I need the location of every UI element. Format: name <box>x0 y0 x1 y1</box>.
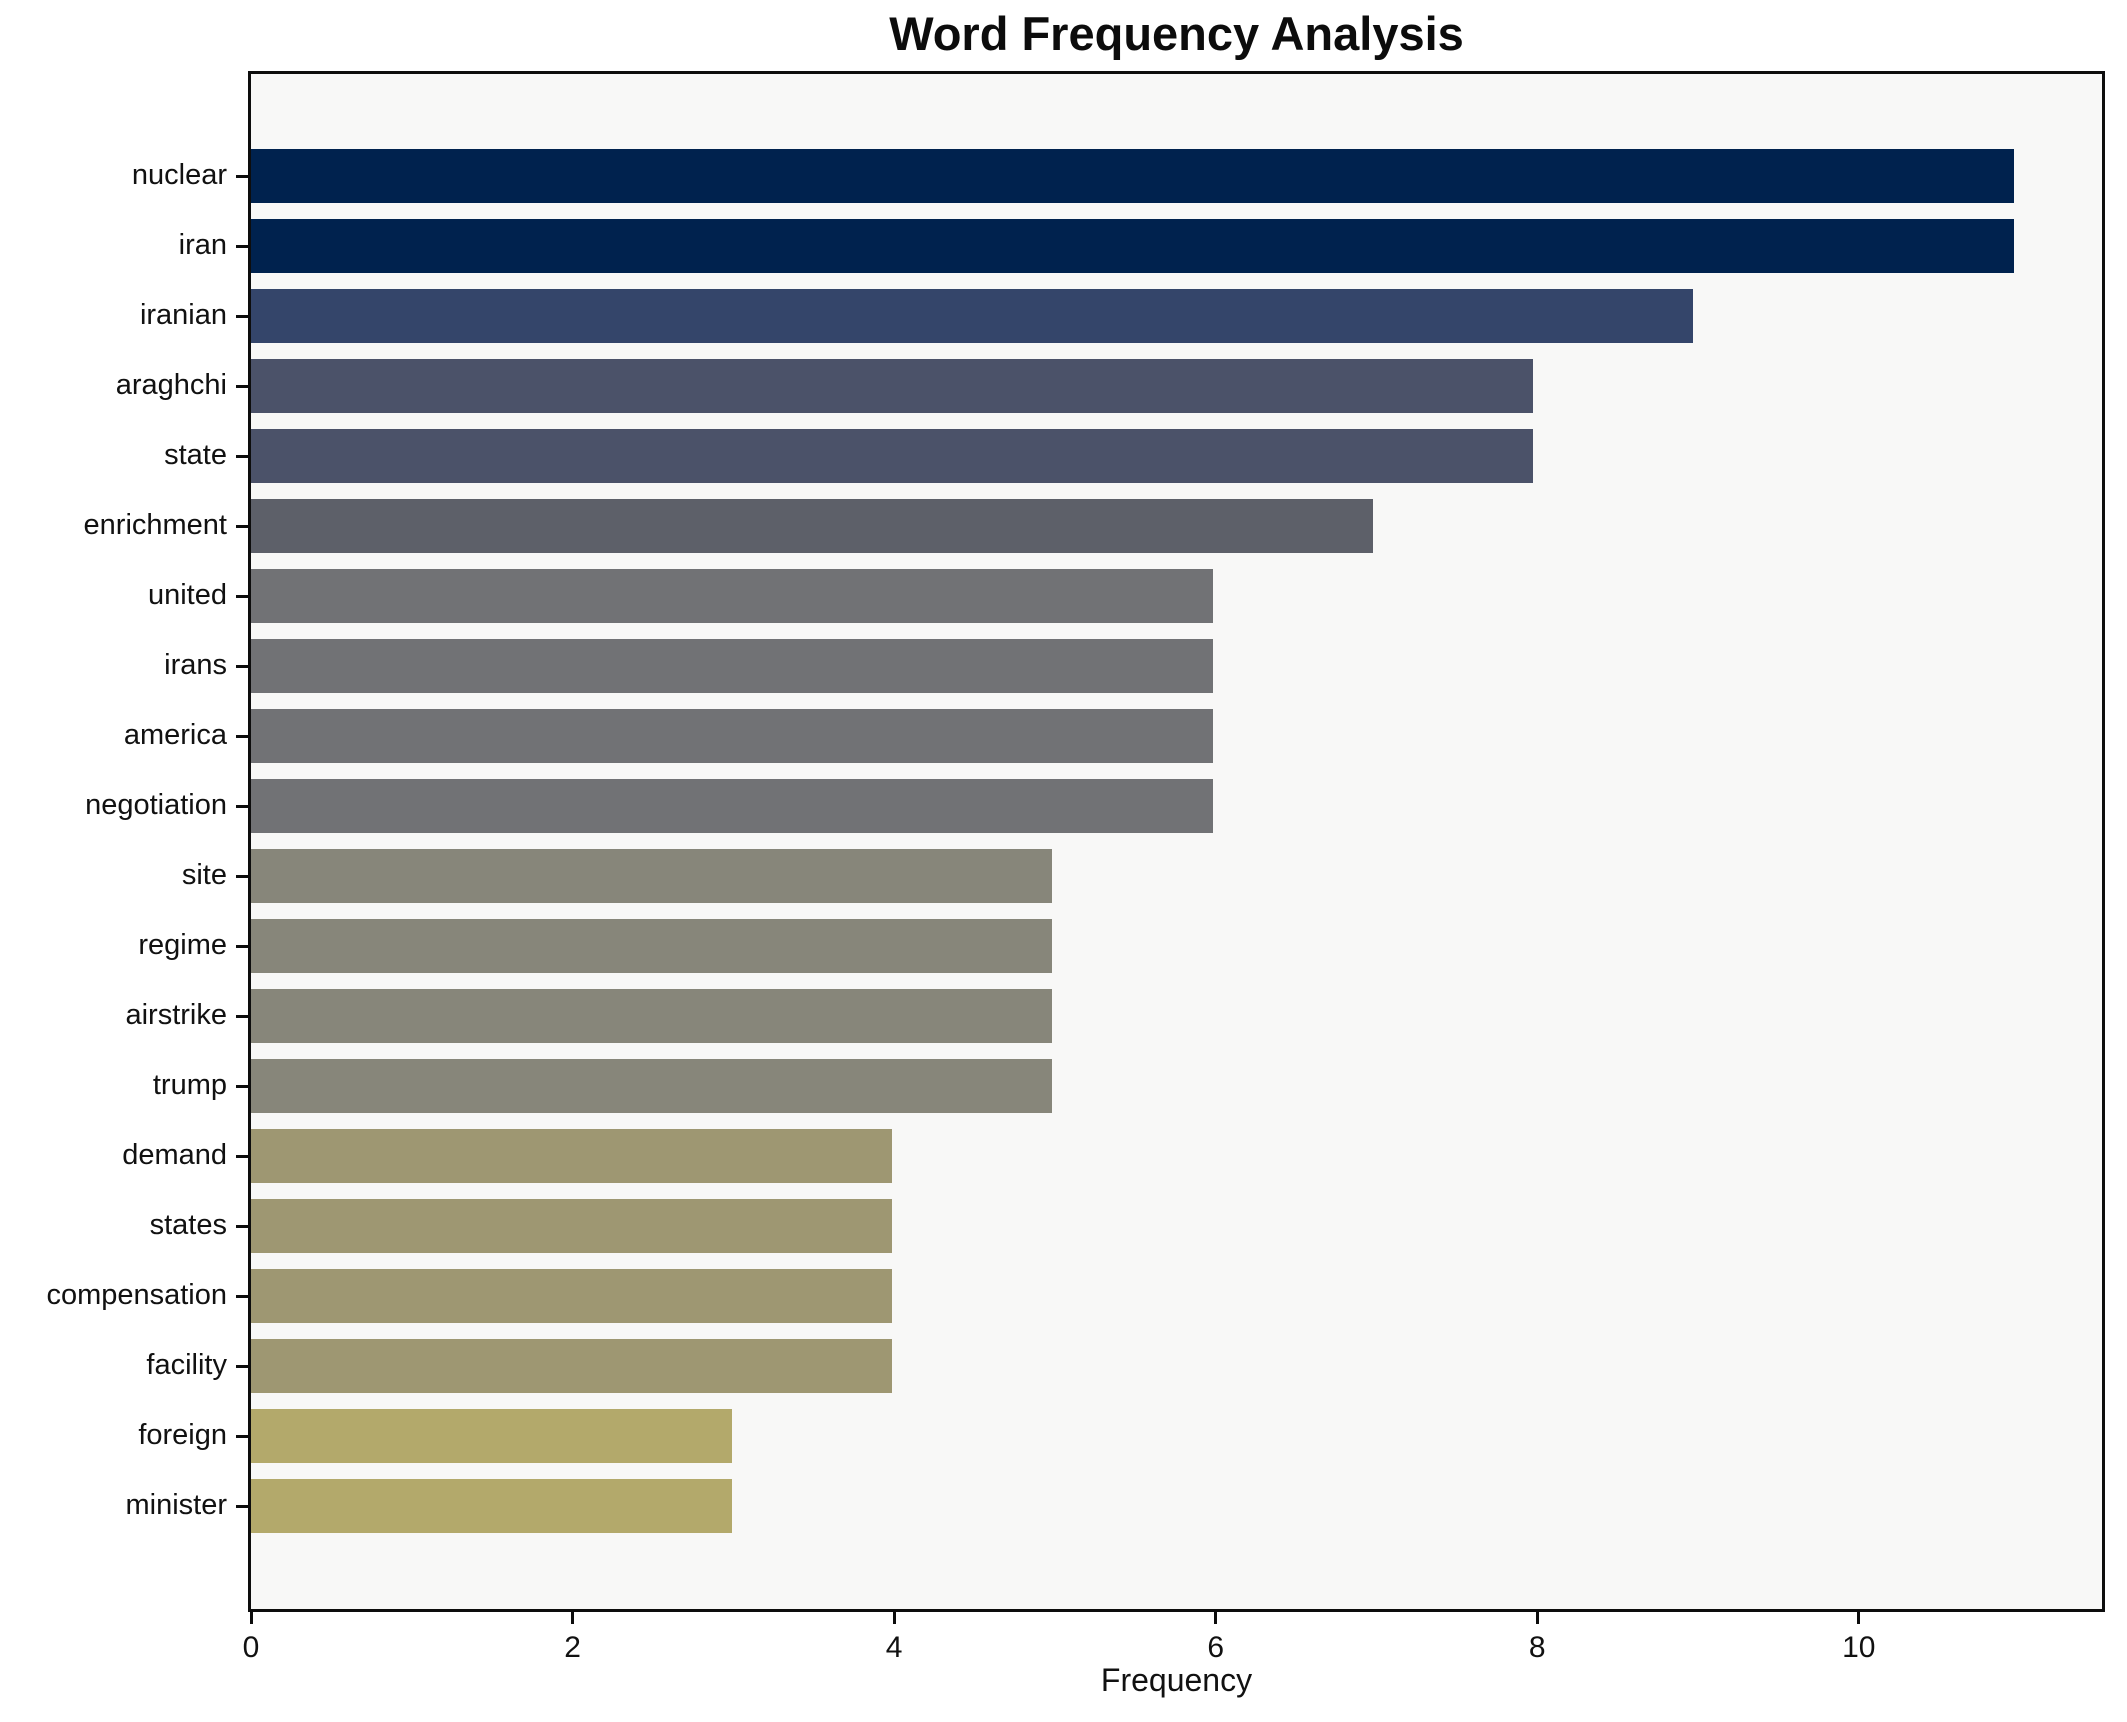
y-tick-mark <box>236 1014 248 1018</box>
bar-row: iranian <box>140 281 2102 351</box>
y-axis-category-label: foreign <box>138 1418 227 1451</box>
x-axis-label: Frequency <box>1100 1662 1253 1698</box>
y-axis-category-label: negotiation <box>85 788 227 821</box>
x-tick-label: 4 <box>885 1631 903 1664</box>
y-axis-category-label: america <box>123 718 227 751</box>
bar-row: compensation <box>46 1261 2102 1331</box>
y-axis-category-label: trump <box>152 1068 227 1101</box>
y-axis-category-label: araghchi <box>115 368 227 401</box>
frequency-bar <box>251 499 1373 553</box>
y-tick-mark <box>236 384 248 388</box>
bar-row: united <box>148 561 2102 631</box>
y-tick-mark <box>236 454 248 458</box>
y-tick-mark <box>236 594 248 598</box>
y-axis-category-label: regime <box>138 928 227 961</box>
bar-row: state <box>164 421 2102 491</box>
x-tick-label: 6 <box>1207 1631 1225 1664</box>
y-tick-mark <box>236 524 248 528</box>
y-tick-mark <box>236 734 248 738</box>
bar-row: site <box>182 841 2102 911</box>
x-tick-mark <box>571 1612 575 1624</box>
y-tick-mark <box>236 1504 248 1508</box>
x-tick-mark <box>249 1612 253 1624</box>
y-tick-mark <box>236 664 248 668</box>
y-tick-mark <box>236 1364 248 1368</box>
plot-area: nuclear iran iranian araghchi state enrichmen… <box>46 71 2105 1664</box>
frequency-bar <box>251 429 1534 483</box>
y-axis-category-label: minister <box>125 1488 227 1521</box>
bar-row: irans <box>164 631 2102 701</box>
y-axis-category-label: facility <box>146 1348 227 1381</box>
bars-container: nuclear iran iranian araghchi state enrichmen… <box>46 74 2102 1609</box>
bar-row: trump <box>153 1051 2102 1121</box>
x-tick-label: 0 <box>242 1631 260 1664</box>
y-axis-category-label: site <box>181 858 227 891</box>
y-axis-category-label: enrichment <box>83 508 227 541</box>
bar-row: nuclear <box>132 141 2102 211</box>
bar-row: foreign <box>138 1401 2102 1471</box>
y-tick-mark <box>236 944 248 948</box>
frequency-bar <box>251 1479 732 1533</box>
y-axis-category-label: demand <box>122 1138 227 1171</box>
y-axis-category-label: iranian <box>139 298 227 331</box>
bar-row: regime <box>138 911 2102 981</box>
x-tick-mark <box>1214 1612 1218 1624</box>
frequency-bar <box>251 639 1213 693</box>
y-tick-mark <box>236 244 248 248</box>
frequency-bar <box>251 919 1053 973</box>
y-axis-category-label: states <box>149 1208 227 1241</box>
bar-row: demand <box>122 1121 2102 1191</box>
frequency-bar <box>251 289 1694 343</box>
bar-row: states <box>150 1191 2102 1261</box>
y-axis-category-label: compensation <box>46 1278 227 1311</box>
frequency-bar <box>251 1269 893 1323</box>
y-axis-category-label: nuclear <box>131 158 227 191</box>
frequency-bar <box>251 569 1213 623</box>
bar-row: facility <box>146 1331 2102 1401</box>
y-tick-mark <box>236 314 248 318</box>
x-tick-label: 2 <box>564 1631 581 1664</box>
y-tick-mark <box>236 1154 248 1158</box>
y-tick-mark <box>236 804 248 808</box>
y-tick-mark <box>236 1084 248 1088</box>
x-tick-mark <box>1535 1612 1539 1624</box>
x-tick-mark <box>892 1612 896 1624</box>
y-tick-mark <box>236 1434 248 1438</box>
bar-row: airstrike <box>125 981 2102 1051</box>
y-tick-mark <box>236 174 248 178</box>
frequency-bar <box>251 149 2014 203</box>
frequency-bar <box>251 709 1213 763</box>
frequency-bar <box>251 779 1213 833</box>
chart-title: Word Frequency Analysis <box>889 7 1464 60</box>
frequency-bar <box>251 1059 1053 1113</box>
bar-row: negotiation <box>85 771 2102 841</box>
bar-row: enrichment <box>84 491 2102 561</box>
frequency-bar <box>251 1129 893 1183</box>
frequency-bar <box>251 1409 732 1463</box>
y-axis-category-label: airstrike <box>125 998 227 1031</box>
y-axis-category-label: iran <box>178 228 227 261</box>
frequency-bar <box>251 1199 893 1253</box>
y-axis-category-label: irans <box>164 648 227 681</box>
bar-row: minister <box>125 1471 2102 1541</box>
x-tick-label: 10 <box>1842 1631 1876 1664</box>
frequency-bar <box>251 1339 893 1393</box>
x-tick-mark <box>1857 1612 1861 1624</box>
y-axis-category-label: state <box>164 438 227 471</box>
y-tick-mark <box>236 1294 248 1298</box>
bar-row: america <box>124 701 2102 771</box>
frequency-bar <box>251 989 1053 1043</box>
x-tick-label: 8 <box>1528 1631 1546 1664</box>
frequency-bar <box>251 219 2014 273</box>
bar-row: iran <box>179 211 2102 281</box>
y-tick-mark <box>236 874 248 878</box>
frequency-bar <box>251 359 1534 413</box>
y-tick-mark <box>236 1224 248 1228</box>
bar-row: araghchi <box>116 351 2102 421</box>
frequency-bar <box>251 849 1053 903</box>
y-axis-category-label: united <box>147 578 227 611</box>
